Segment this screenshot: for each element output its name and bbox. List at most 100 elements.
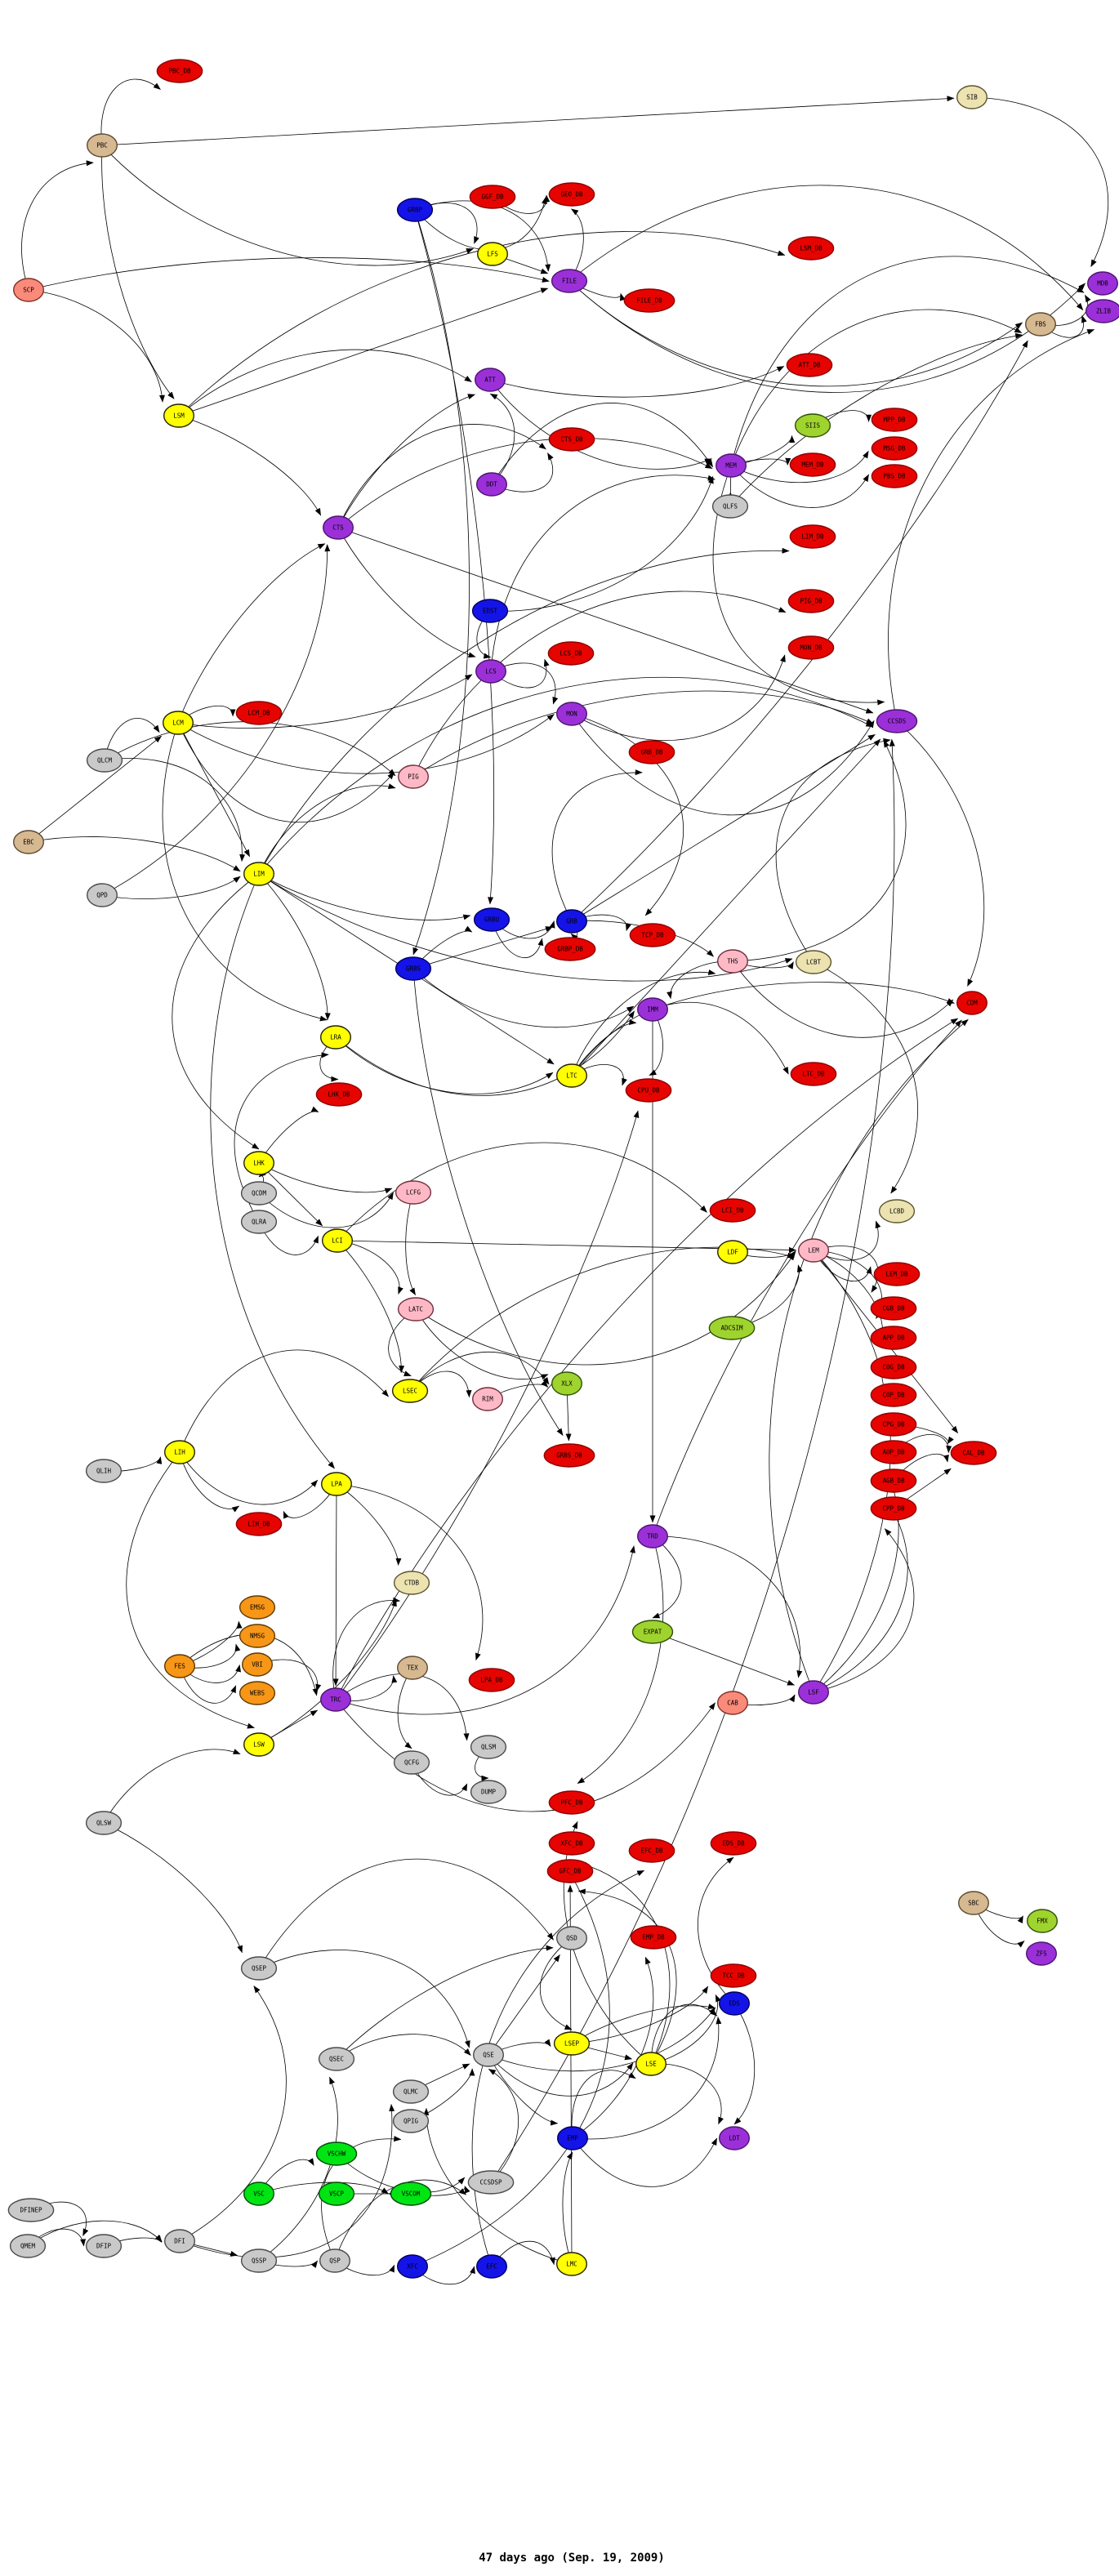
node-label-LPA_DB: LPA_DB [480,1677,503,1684]
node-VSCP: VSCP [318,2182,355,2206]
node-ellipse-ZFS [1025,1941,1057,1966]
node-GRB_DB: GRB_DB [628,740,675,764]
node-ellipse-LSW [243,1732,275,1757]
edge-LMC-EMP [562,2151,573,2265]
node-ellipse-LDF [717,1240,749,1264]
node-ellipse-EMP_DB [630,1925,677,1950]
node-ellipse-EDST [471,599,509,623]
node-ellipse-LPA [321,1472,353,1496]
node-ellipse-LIH_DB [235,1512,283,1536]
edge-QSE-EMP [488,2054,559,2126]
edge-LEM-LCBD [813,1220,881,1261]
node-TRC: TRC [320,1687,352,1712]
edge-QSEC-QSE [336,2034,471,2060]
node-label-FMX: FMX [1037,1918,1048,1925]
node-LSEC: LSEC [391,1379,429,1403]
edge-LIM-LPA [210,873,335,1469]
node-label-SIB: SIB [966,94,978,101]
node-ellipse-QSEP [240,1956,278,1981]
node-label-CPU_DB: CPU_DB [637,1087,660,1094]
edge-LTC-LTC_DB [571,1001,789,1076]
node-ellipse-TEX [397,1656,429,1680]
node-ellipse-MEM_DB [789,452,836,477]
node-ellipse-GFC_DB [546,1859,594,1883]
node-label-LSF: LSF [808,1689,819,1696]
node-ellipse-EMP [557,2126,589,2150]
edge-LCM-CTS [177,543,326,724]
edge-QSEC-QSD [336,1945,554,2060]
node-LPA_DB: LPA_DB [468,1668,515,1692]
node-label-XLX: XLX [561,1380,573,1388]
node-label-MEM_DB: MEM_DB [801,461,824,469]
edge-LTC-THS [571,969,716,1076]
node-label-LIH_DB: LIH_DB [247,1521,270,1528]
node-EXPAT: EXPAT [631,1620,674,1644]
node-ellipse-DFINEP [7,2198,55,2222]
node-ellipse-LEM_DB [873,1262,921,1286]
edge-LPA-CTDB [336,1483,402,1566]
node-ellipse-LCM_DB [235,701,283,725]
node-ellipse-QCFG [393,1750,430,1775]
node-THS: THS [717,949,749,974]
node-ellipse-CPP_DB [870,1496,917,1521]
node-ellipse-FILE [551,269,588,293]
node-ellipse-PIG [398,764,430,789]
edge-DFI-QLMC [179,2104,395,2258]
node-CTS_DB: CTS_DB [548,427,595,452]
node-ellipse-PFC_DB [548,1790,595,1815]
node-ellipse-CTDB [393,1571,430,1595]
node-ellipse-VSCP [318,2182,355,2206]
node-ellipse-LCBT [795,950,832,974]
node-EMSG: EMSG [239,1595,276,1620]
node-ellipse-LSM [163,403,194,428]
node-EMP: EMP [557,2126,589,2150]
edge-LIH-LIH_DB [179,1451,240,1513]
node-ellipse-DFIP [85,2234,123,2258]
edge-EXPAT-LSF [652,1631,796,1686]
node-GGF_DB: GGF_DB [469,185,516,209]
node-LCM: LCM [162,711,194,735]
node-label-GRB_DB: GRB_DB [640,749,663,756]
node-ellipse-CGB_DB [870,1296,917,1321]
node-label-GRBS: GRBS [406,965,421,973]
node-label-LEM: LEM [808,1247,819,1255]
node-label-MPP_DB: MPP_DB [883,417,906,424]
node-ellipse-XLX [551,1371,583,1396]
edge-QLCM-LCM [104,718,160,761]
edge-LSM-LSM_DB [178,231,786,417]
node-ZLIB: ZLIB [1085,299,1119,323]
node-LCS_DB: LCS_DB [547,641,595,666]
node-ellipse-GRBU [473,907,510,932]
edge-GRBS-IMM [412,968,635,1028]
node-label-PFC_DB: PFC_DB [560,1799,583,1807]
edge-GRB-CCSDS [571,734,876,922]
node-MON: MON [556,702,588,726]
node-label-LCFG: LCFG [406,1189,421,1197]
node-label-DFINEP: DFINEP [20,2207,42,2214]
node-label-CAL_DB: CAL_DB [962,1450,985,1457]
node-ellipse-LHK [243,1151,275,1175]
node-label-QSEC: QSEC [329,2056,344,2063]
edge-LMC-QLMC [423,2107,573,2265]
edge-FILE-FBS [568,280,1023,387]
node-ellipse-CCSDS [876,709,918,733]
edge-EMP-LDT [572,2137,718,2187]
node-LTC_DB: LTC_DB [790,1062,837,1086]
node-VSCHW: VSCHW [315,2141,358,2166]
node-MEM: MEM [716,453,747,478]
node-label-RIM: RIM [482,1396,493,1403]
edge-TRD-PFC_DB [577,1535,664,1784]
node-label-ATT: ATT [484,377,496,384]
edge-TRC-CPU_DB [335,1110,640,1700]
edge-QSEP-QSE [258,1950,470,2048]
edge-CTS-MEM [337,438,713,528]
node-ellipse-QLRA [240,1210,278,1234]
node-ellipse-VSC [243,2182,275,2206]
edge-LHK-LCFG [258,1162,393,1194]
node-LSM_DB: LSM_DB [787,236,835,261]
edge-EMP-EDS [572,2017,722,2140]
node-CAB: CAB [717,1691,749,1715]
node-APP_DB: APP_DB [870,1326,917,1350]
node-ellipse-QLSW [85,1811,123,1835]
edge-LRA-IMM [335,1010,635,1096]
